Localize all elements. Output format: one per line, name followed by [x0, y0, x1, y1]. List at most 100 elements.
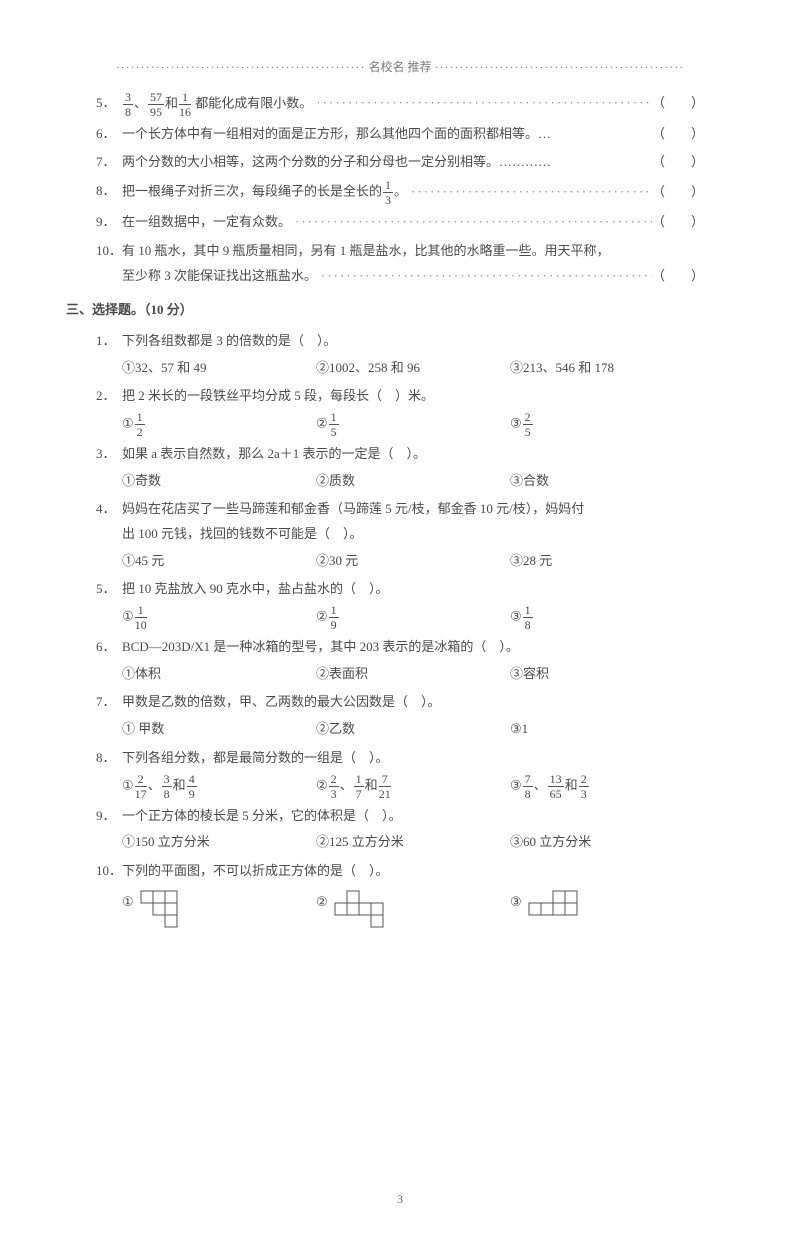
fraction: 38 [123, 91, 133, 118]
stem: 一个正方体的棱长是 5 分米，它的体积是（ ）。 [122, 804, 704, 829]
item-number: 4． [96, 497, 116, 522]
option-3: ③25 [510, 411, 704, 438]
stem: 把 10 克盐放入 90 克水中，盐占盐水的（ ）。 [122, 577, 704, 602]
judgement-block: 5． 38、5795和116 都能化成有限小数。 ···············… [96, 91, 704, 288]
page-header: ········································… [96, 56, 704, 79]
item-text: 把一根绳子对折三次，每段绳子的长是全长的13。 [122, 179, 407, 206]
option-1: ①32、57 和 49 [122, 356, 316, 381]
item-text: 两个分数的大小相等，这两个分数的分子和分母也一定分别相等。………… [122, 150, 551, 175]
option-3: ③合数 [510, 469, 704, 494]
choice-q5: 5． 把 10 克盐放入 90 克水中，盐占盐水的（ ）。 ①110 ②19 ③… [96, 577, 704, 631]
stem: 下列各组分数，都是最简分数的一组是（ ）。 [122, 746, 704, 771]
answer-blank: （ ） [652, 150, 704, 175]
header-dots-right: ········································… [435, 60, 685, 74]
choice-q3: 3． 如果 a 表示自然数，那么 2a＋1 表示的一定是（ ）。 ①奇数 ②质数… [96, 442, 704, 493]
item-number: 6． [96, 122, 116, 147]
option-2: ②15 [316, 411, 510, 438]
option-3: ③28 元 [510, 549, 704, 574]
choice-q8: 8． 下列各组分数，都是最简分数的一组是（ ）。 ①217、38和49 ②23、… [96, 746, 704, 800]
answer-blank: （ ） [652, 210, 704, 235]
item-number: 5． [96, 577, 116, 602]
answer-blank: （ ） [652, 180, 704, 205]
header-dots-left: ········································… [116, 60, 366, 74]
leader-dots: ········································… [312, 91, 652, 116]
option-3: ③容积 [510, 662, 704, 687]
exam-page: ········································… [0, 0, 800, 1250]
item-number: 8． [96, 179, 116, 204]
leader-dots: ········································ [407, 180, 652, 205]
option-3: ③18 [510, 604, 704, 631]
choice-q1: 1． 下列各组数都是 3 的倍数的是（ ）。 ①32、57 和 49 ②1002… [96, 329, 704, 380]
option-1: ① 甲数 [122, 717, 316, 742]
item-number: 10． [96, 859, 122, 884]
choice-q7: 7． 甲数是乙数的倍数，甲、乙两数的最大公因数是（ ）。 ① 甲数 ②乙数 ③1 [96, 690, 704, 741]
option-1: ①12 [122, 411, 316, 438]
fraction: 116 [179, 91, 191, 118]
net-option-1: ① [122, 890, 316, 928]
choice-q9: 9． 一个正方体的棱长是 5 分米，它的体积是（ ）。 ①150 立方分米 ②1… [96, 804, 704, 855]
item-number: 3． [96, 442, 116, 467]
judge-item-7: 7． 两个分数的大小相等，这两个分数的分子和分母也一定分别相等。………… （ ） [96, 150, 704, 175]
answer-blank: （ ） [652, 264, 704, 289]
net-option-2: ② [316, 890, 510, 928]
item-text: 一个长方体中有一组相对的面是正方形，那么其他四个面的面积都相等。… [122, 122, 551, 147]
judge-item-9: 9． 在一组数据中，一定有众数。 ·······················… [96, 210, 704, 235]
option-2: ②19 [316, 604, 510, 631]
option-2: ②30 元 [316, 549, 510, 574]
cube-net-3-icon [528, 890, 590, 920]
option-2: ②125 立方分米 [316, 830, 510, 855]
item-number: 9． [96, 210, 116, 235]
choice-q6: 6． BCD—203D/X1 是一种冰箱的型号，其中 203 表示的是冰箱的（ … [96, 635, 704, 686]
stem: 下列的平面图，不可以折成正方体的是（ ）。 [122, 859, 704, 884]
header-label: 名校名 推荐 [368, 60, 431, 74]
item-number: 5． [96, 91, 116, 116]
option-2: ②表面积 [316, 662, 510, 687]
item-number: 7． [96, 690, 116, 715]
leader-dots: ········································… [291, 210, 652, 235]
option-1: ①150 立方分米 [122, 830, 316, 855]
option-3: ③60 立方分米 [510, 830, 704, 855]
item-number: 1． [96, 329, 116, 354]
stem: BCD—203D/X1 是一种冰箱的型号，其中 203 表示的是冰箱的（ ）。 [122, 635, 704, 660]
stem: 甲数是乙数的倍数，甲、乙两数的最大公因数是（ ）。 [122, 690, 704, 715]
answer-blank: （ ） [652, 122, 704, 147]
choice-q2: 2． 把 2 米长的一段铁丝平均分成 5 段，每段长（ ）米。 ①12 ②15 … [96, 384, 704, 438]
judge-item-10: 10． 有 10 瓶水，其中 9 瓶质量相同，另有 1 瓶是盐水，比其他的水略重… [96, 239, 704, 288]
option-1: ①45 元 [122, 549, 316, 574]
item-number: 6． [96, 635, 116, 660]
item-text-line1: 有 10 瓶水，其中 9 瓶质量相同，另有 1 瓶是盐水，比其他的水略重一些。用… [122, 239, 704, 264]
option-1: ①体积 [122, 662, 316, 687]
choice-block: 1． 下列各组数都是 3 的倍数的是（ ）。 ①32、57 和 49 ②1002… [96, 329, 704, 928]
choice-q4: 4． 妈妈在花店买了一些马蹄莲和郁金香（马蹄莲 5 元/枝，郁金香 10 元/枝… [96, 497, 704, 573]
option-1: ①奇数 [122, 469, 316, 494]
item-text: 38、5795和116 都能化成有限小数。 [122, 91, 312, 118]
stem-line1: 妈妈在花店买了一些马蹄莲和郁金香（马蹄莲 5 元/枝，郁金香 10 元/枝），妈… [122, 497, 704, 522]
option-1: ①217、38和49 [122, 773, 316, 800]
item-number: 10． [96, 239, 122, 264]
option-2: ②质数 [316, 469, 510, 494]
option-2: ②23、17和721 [316, 773, 510, 800]
judge-item-5: 5． 38、5795和116 都能化成有限小数。 ···············… [96, 91, 704, 118]
leader-dots: ········································… [317, 264, 652, 289]
cube-net-2-icon [334, 890, 396, 928]
item-number: 7． [96, 150, 116, 175]
choice-q10: 10． 下列的平面图，不可以折成正方体的是（ ）。 ① ② [96, 859, 704, 928]
fraction: 5795 [148, 91, 164, 118]
option-2: ②1002、258 和 96 [316, 356, 510, 381]
answer-blank: （ ） [652, 91, 704, 116]
option-1: ①110 [122, 604, 316, 631]
item-text: 在一组数据中，一定有众数。 [122, 210, 291, 235]
stem: 把 2 米长的一段铁丝平均分成 5 段，每段长（ ）米。 [122, 384, 704, 409]
net-option-3: ③ [510, 890, 704, 920]
item-number: 8． [96, 746, 116, 771]
stem: 如果 a 表示自然数，那么 2a＋1 表示的一定是（ ）。 [122, 442, 704, 467]
item-number: 9． [96, 804, 116, 829]
judge-item-6: 6． 一个长方体中有一组相对的面是正方形，那么其他四个面的面积都相等。… （ ） [96, 122, 704, 147]
option-3: ③213、546 和 178 [510, 356, 704, 381]
item-number: 2． [96, 384, 116, 409]
option-3: ③1 [510, 717, 704, 742]
option-2: ②乙数 [316, 717, 510, 742]
stem-line2: 出 100 元钱，找回的钱数不可能是（ ）。 [122, 522, 704, 547]
item-text-line2: 至少称 3 次能保证找出这瓶盐水。 [122, 264, 317, 289]
option-3: ③78、1365和23 [510, 773, 704, 800]
